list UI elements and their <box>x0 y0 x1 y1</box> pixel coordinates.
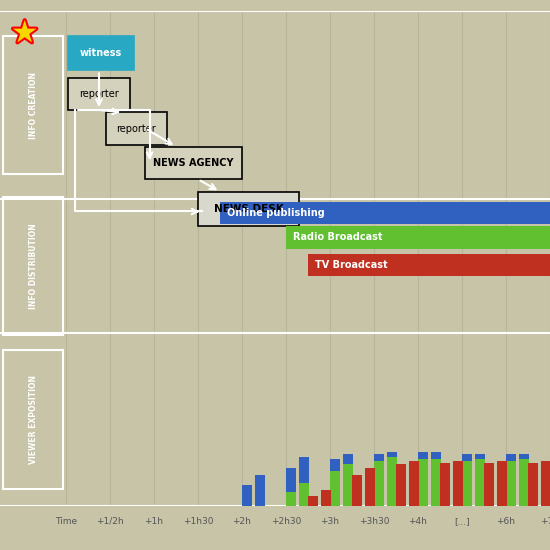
Text: +2h: +2h <box>233 517 251 526</box>
Bar <box>462 454 472 506</box>
Bar <box>387 458 397 506</box>
Text: +2h30: +2h30 <box>271 517 301 526</box>
Bar <box>286 468 296 506</box>
Bar <box>409 461 419 506</box>
Bar <box>475 454 485 506</box>
Text: Radio Broadcast: Radio Broadcast <box>293 233 382 243</box>
Bar <box>321 491 331 506</box>
FancyBboxPatch shape <box>106 113 167 145</box>
Text: NEWS AGENCY: NEWS AGENCY <box>153 158 234 168</box>
Bar <box>374 454 384 506</box>
Bar <box>365 468 375 506</box>
Text: VIEWER EXPOSITION: VIEWER EXPOSITION <box>29 375 37 464</box>
FancyBboxPatch shape <box>198 192 299 227</box>
Bar <box>299 458 309 506</box>
Bar <box>343 464 353 506</box>
Bar <box>255 475 265 506</box>
Bar <box>440 463 450 506</box>
Text: +7h: +7h <box>541 517 550 526</box>
Text: INFO CREATION: INFO CREATION <box>29 72 37 139</box>
Bar <box>484 463 494 506</box>
Bar <box>299 483 309 506</box>
Bar <box>506 454 516 506</box>
Bar <box>308 496 318 506</box>
Bar <box>418 452 428 506</box>
Text: +1h: +1h <box>145 517 163 526</box>
Bar <box>519 454 529 506</box>
Bar <box>528 463 538 506</box>
FancyBboxPatch shape <box>145 147 242 179</box>
Text: +6h: +6h <box>497 517 515 526</box>
Bar <box>352 475 362 506</box>
Bar <box>497 461 507 506</box>
Bar <box>462 461 472 506</box>
Bar <box>506 461 516 506</box>
Text: Time: Time <box>55 517 77 526</box>
Bar <box>330 471 340 506</box>
Text: +3h: +3h <box>321 517 339 526</box>
Bar <box>418 459 428 506</box>
Text: +4h: +4h <box>409 517 427 526</box>
Bar <box>220 201 550 224</box>
Bar <box>286 226 550 249</box>
FancyBboxPatch shape <box>68 78 130 110</box>
Text: [...]: [...] <box>454 517 470 526</box>
Text: +1h30: +1h30 <box>183 517 213 526</box>
Bar <box>330 459 340 506</box>
Text: witness: witness <box>80 48 122 58</box>
Bar <box>519 459 529 506</box>
Text: INFO DISTRIBUTION: INFO DISTRIBUTION <box>29 223 37 309</box>
Bar <box>286 492 296 506</box>
Text: NEWS DESK: NEWS DESK <box>214 204 283 214</box>
Bar <box>308 254 550 276</box>
Bar <box>242 485 252 506</box>
Text: reporter: reporter <box>117 124 156 134</box>
Text: +3h30: +3h30 <box>359 517 389 526</box>
Bar <box>396 464 406 506</box>
Bar <box>541 461 550 506</box>
Text: TV Broadcast: TV Broadcast <box>315 260 387 270</box>
Text: Online publishing: Online publishing <box>227 208 324 218</box>
Text: +1/2h: +1/2h <box>96 517 124 526</box>
Bar <box>475 459 485 506</box>
Bar <box>431 452 441 506</box>
Text: ★: ★ <box>11 19 38 48</box>
Bar <box>374 461 384 506</box>
Bar <box>453 461 463 506</box>
FancyBboxPatch shape <box>68 36 134 70</box>
Text: reporter: reporter <box>79 89 119 99</box>
Bar <box>387 452 397 506</box>
Bar <box>431 459 441 506</box>
Bar <box>343 454 353 506</box>
